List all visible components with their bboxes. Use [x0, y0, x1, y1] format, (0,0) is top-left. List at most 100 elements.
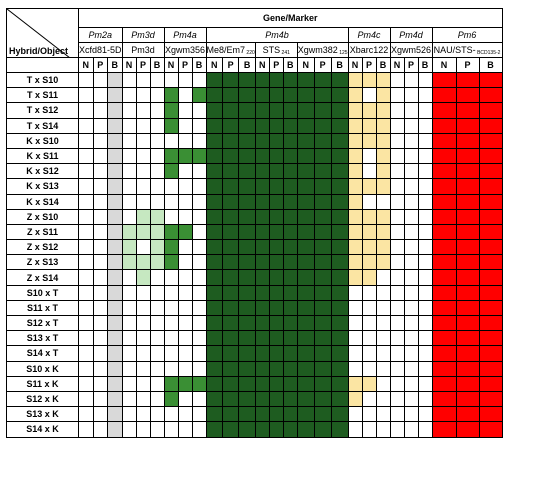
- result-cell-pm4b: [254, 147, 270, 165]
- result-cell-pm2a: [92, 421, 108, 438]
- result-cell-pm3d: [149, 375, 165, 392]
- result-cell-pm4d: [403, 117, 419, 134]
- result-cell-pm4b: [330, 360, 349, 377]
- result-cell-pm3d: [135, 284, 151, 301]
- result-cell-pm2a: [92, 360, 108, 377]
- result-cell-pm4b: [268, 360, 284, 377]
- marker-header: Me8/Em7 220: [205, 42, 256, 58]
- marker-subscript: BCD135-2: [475, 49, 501, 56]
- result-cell-pm4b: [238, 299, 256, 317]
- result-cell-pm2a: [78, 223, 94, 241]
- result-cell-pm3d: [121, 284, 137, 301]
- result-cell-pm6: [478, 421, 503, 438]
- result-cell-pm4c: [347, 360, 363, 377]
- table-row: K x S10: [6, 132, 503, 149]
- result-cell-pm4c: [347, 132, 363, 149]
- result-cell-pm4b: [296, 163, 315, 180]
- result-cell-pm4b: [282, 132, 298, 149]
- result-cell-pm4c: [347, 284, 363, 301]
- result-cell-pm4b: [313, 178, 332, 195]
- result-cell-pm6: [455, 269, 480, 286]
- result-cell-pm6: [455, 360, 480, 377]
- result-cell-pm4b: [313, 421, 332, 438]
- result-cell-pm4b: [254, 299, 270, 317]
- result-cell-pm6: [455, 345, 480, 362]
- result-cell-pm4b: [268, 421, 284, 438]
- result-cell-pm4c: [361, 178, 377, 195]
- result-cell-pm4d: [389, 208, 405, 225]
- result-cell-pm4d: [417, 284, 433, 301]
- result-cell-pm4d: [389, 269, 405, 286]
- result-cell-pm3d: [149, 163, 165, 180]
- result-cell-pm3d: [149, 314, 165, 332]
- result-cell-pm6: [431, 223, 457, 241]
- result-cell-pm4b: [296, 406, 315, 423]
- result-cell-pm4b: [254, 390, 270, 408]
- result-cell-pm2a: [107, 375, 123, 392]
- result-cell-pm6: [431, 87, 457, 104]
- result-cell-pm4b: [238, 254, 256, 271]
- result-cell-pm3d: [135, 314, 151, 332]
- result-cell-pm3d: [149, 208, 165, 225]
- table-title: Gene/Marker: [78, 8, 503, 28]
- result-cell-pm4b: [254, 208, 270, 225]
- result-cell-pm6: [455, 299, 480, 317]
- result-cell-pm6: [455, 208, 480, 225]
- result-cell-pm4b: [268, 345, 284, 362]
- result-cell-pm4b: [221, 254, 240, 271]
- result-cell-pm4c: [375, 360, 391, 377]
- result-cell-pm4b: [254, 284, 270, 301]
- result-cell-pm2a: [107, 117, 123, 134]
- result-cell-pm4b: [221, 375, 240, 392]
- result-cell-pm4a: [163, 299, 179, 317]
- result-cell-pm4c: [361, 147, 377, 165]
- result-cell-pm6: [431, 314, 457, 332]
- result-cell-pm4d: [403, 406, 419, 423]
- result-cell-pm4b: [254, 269, 270, 286]
- result-cell-pm4b: [268, 132, 284, 149]
- result-cell-pm4a: [191, 421, 207, 438]
- result-cell-pm2a: [78, 345, 94, 362]
- result-cell-pm4c: [361, 390, 377, 408]
- result-cell-pm4d: [417, 193, 433, 210]
- result-cell-pm4b: [268, 223, 284, 241]
- result-cell-pm4b: [282, 390, 298, 408]
- result-cell-pm6: [431, 269, 457, 286]
- result-cell-pm4b: [221, 208, 240, 225]
- result-cell-pm3d: [121, 178, 137, 195]
- result-cell-pm6: [455, 102, 480, 119]
- result-cell-pm4b: [282, 345, 298, 362]
- result-cell-pm3d: [121, 269, 137, 286]
- result-cell-pm4b: [282, 163, 298, 180]
- result-cell-pm4d: [417, 178, 433, 195]
- result-cell-pm4d: [417, 102, 433, 119]
- result-cell-pm3d: [121, 102, 137, 119]
- result-cell-pm2a: [92, 87, 108, 104]
- result-cell-pm4a: [177, 390, 193, 408]
- result-cell-pm4c: [361, 254, 377, 271]
- result-cell-pm4b: [268, 299, 284, 317]
- result-cell-pm3d: [149, 284, 165, 301]
- row-label: T x S11: [6, 87, 79, 104]
- table-row: S10 x T: [6, 284, 503, 301]
- result-cell-pm4b: [282, 314, 298, 332]
- table-row: Z x S11: [6, 223, 503, 241]
- result-cell-pm4c: [347, 254, 363, 271]
- result-cell-pm4b: [205, 147, 223, 165]
- result-cell-pm2a: [92, 314, 108, 332]
- result-cell-pm4c: [347, 71, 363, 89]
- result-cell-pm4b: [296, 239, 315, 256]
- result-cell-pm4a: [191, 178, 207, 195]
- result-cell-pm4b: [296, 178, 315, 195]
- marker-subscript: 241: [280, 49, 290, 56]
- result-cell-pm4b: [296, 102, 315, 119]
- result-cell-pm3d: [135, 223, 151, 241]
- result-cell-pm4c: [347, 117, 363, 134]
- result-cell-pm4b: [238, 375, 256, 392]
- table-row: S10 x K: [6, 360, 503, 377]
- result-cell-pm4d: [389, 239, 405, 256]
- result-cell-pm4c: [361, 330, 377, 347]
- result-cell-pm3d: [135, 147, 151, 165]
- result-cell-pm3d: [149, 330, 165, 347]
- result-cell-pm4d: [403, 375, 419, 392]
